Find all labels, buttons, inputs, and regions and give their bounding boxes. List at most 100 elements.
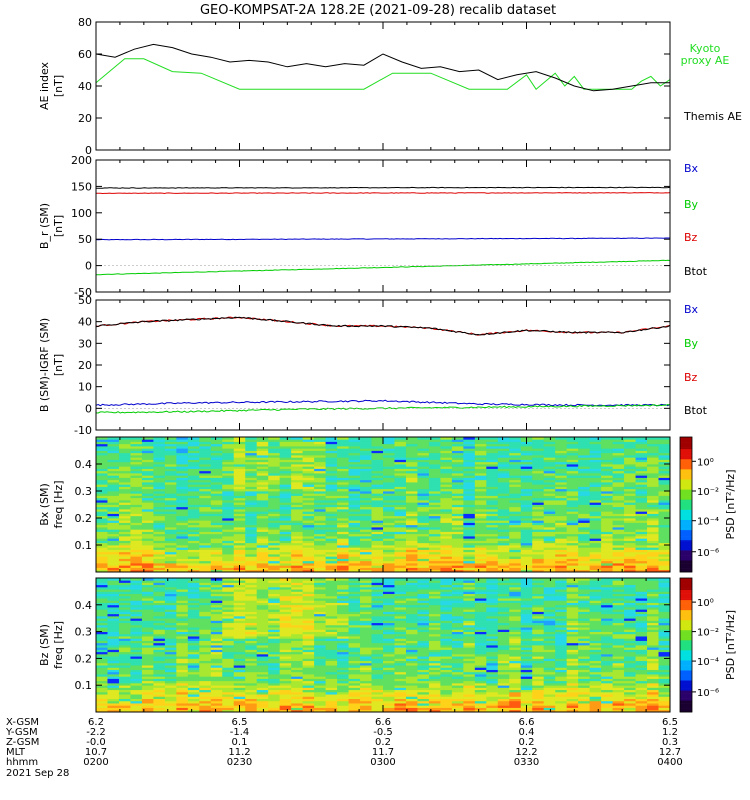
spectrogram-cell <box>371 622 384 626</box>
spectrogram-cell <box>199 513 212 517</box>
spectrogram-cell <box>314 473 326 476</box>
spectrogram-cell <box>383 674 395 677</box>
spectrogram-cell <box>405 536 418 539</box>
spectrogram-cell <box>176 665 189 668</box>
spectrogram-cell <box>187 653 200 657</box>
spectrogram-cell <box>360 565 372 568</box>
spectrogram-cell <box>141 560 154 564</box>
spectrogram-cell <box>360 473 372 476</box>
spectrogram-cell <box>647 551 659 555</box>
spectrogram-cell <box>497 461 510 465</box>
spectrogram-cell <box>268 439 281 442</box>
spectrogram-cell <box>658 437 671 440</box>
spectrogram-cell <box>268 477 281 481</box>
spectrogram-cell <box>383 464 395 467</box>
spectrogram-cell <box>245 593 258 597</box>
spectrogram-cell <box>187 495 200 499</box>
spectrogram-cell <box>509 441 522 445</box>
spectrogram-cell <box>199 689 212 693</box>
spectrogram-cell <box>107 529 120 532</box>
spectrogram-cell <box>96 515 108 519</box>
spectrogram-cell <box>199 542 212 546</box>
series-line-btot <box>95 316 671 336</box>
spectrogram-cell <box>164 497 177 501</box>
spectrogram-cell <box>118 640 131 644</box>
spectrogram-cell <box>601 542 613 546</box>
spectrogram-cell <box>486 443 499 447</box>
spectrogram-cell <box>302 584 315 588</box>
spectrogram-cell <box>360 578 372 581</box>
spectrogram-cell <box>532 504 545 508</box>
spectrogram-cell <box>268 691 281 695</box>
spectrogram-cell <box>176 500 189 503</box>
spectrogram-cell <box>348 627 361 630</box>
spectrogram-cell <box>601 536 613 539</box>
spectrogram-cell <box>279 591 292 595</box>
spectrogram-cell <box>302 493 315 496</box>
spectrogram-cell <box>348 500 361 503</box>
spectrogram-cell <box>245 549 258 553</box>
spectrogram-cell <box>474 443 487 447</box>
spectrogram-cell <box>509 502 522 505</box>
spectrogram-cell <box>555 446 568 449</box>
spectrogram-cell <box>658 556 671 559</box>
spectrogram-cell <box>325 600 338 603</box>
spectrogram-cell <box>497 506 510 510</box>
spectrogram-cell <box>624 479 636 483</box>
spectrogram-cell <box>325 466 338 469</box>
spectrogram-cell <box>360 671 372 675</box>
spectrogram-cell <box>291 586 304 590</box>
spectrogram-cell <box>532 522 545 526</box>
spectrogram-cell <box>210 527 223 530</box>
spectrogram-cell <box>256 615 269 619</box>
spectrogram-cell <box>245 685 258 688</box>
colorbar-swatch <box>680 440 692 443</box>
spectrogram-cell <box>245 622 258 626</box>
spectrogram-cell <box>130 473 143 476</box>
spectrogram-cell <box>405 558 418 562</box>
spectrogram-cell <box>302 567 315 571</box>
spectrogram-cell <box>601 470 613 474</box>
spectrogram-cell <box>187 491 200 494</box>
spectrogram-cell <box>348 640 361 644</box>
spectrogram-cell <box>164 484 177 487</box>
colorbar-swatch <box>680 516 692 519</box>
spectrogram-cell <box>153 582 166 586</box>
spectrogram-cell <box>222 642 235 646</box>
spectrogram-cell <box>440 567 453 571</box>
spectrogram-cell <box>233 622 246 626</box>
spectrogram-cell <box>153 656 166 659</box>
spectrogram-cell <box>394 665 407 668</box>
spectrogram-cell <box>141 624 154 628</box>
spectrogram-cell <box>624 455 636 458</box>
spectrogram-cell <box>222 609 235 612</box>
spectrogram-cell <box>130 682 143 686</box>
spectrogram-cell <box>199 595 212 599</box>
spectrogram-cell <box>107 618 120 621</box>
spectrogram-cell <box>360 567 372 571</box>
spectrogram-cell <box>302 479 315 483</box>
spectrogram-cell <box>199 613 212 617</box>
spectrogram-cell <box>497 488 510 492</box>
spectrogram-cell <box>233 645 246 648</box>
spectrogram-cell <box>578 450 591 454</box>
spectrogram-cell <box>509 493 522 496</box>
spectrogram-cell <box>360 660 372 664</box>
spectrogram-cell <box>520 515 533 519</box>
spectrogram-cell <box>394 464 407 467</box>
spectrogram-cell <box>532 475 545 478</box>
spectrogram-cell <box>291 455 304 458</box>
spectrogram-cell <box>371 443 384 447</box>
spectrogram-cell <box>96 669 108 673</box>
spectrogram-cell <box>233 515 246 519</box>
spectrogram-cell <box>348 549 361 553</box>
spectrogram-cell <box>360 642 372 646</box>
spectrogram-cell <box>624 470 636 474</box>
spectrogram-cell <box>394 520 407 523</box>
spectrogram-cell <box>222 560 235 564</box>
spectrogram-cell <box>417 527 430 530</box>
spectrogram-cell <box>233 589 246 592</box>
spectrogram-cell <box>302 598 315 601</box>
spectrogram-cell <box>658 450 671 454</box>
spectrogram-cell <box>474 477 487 481</box>
